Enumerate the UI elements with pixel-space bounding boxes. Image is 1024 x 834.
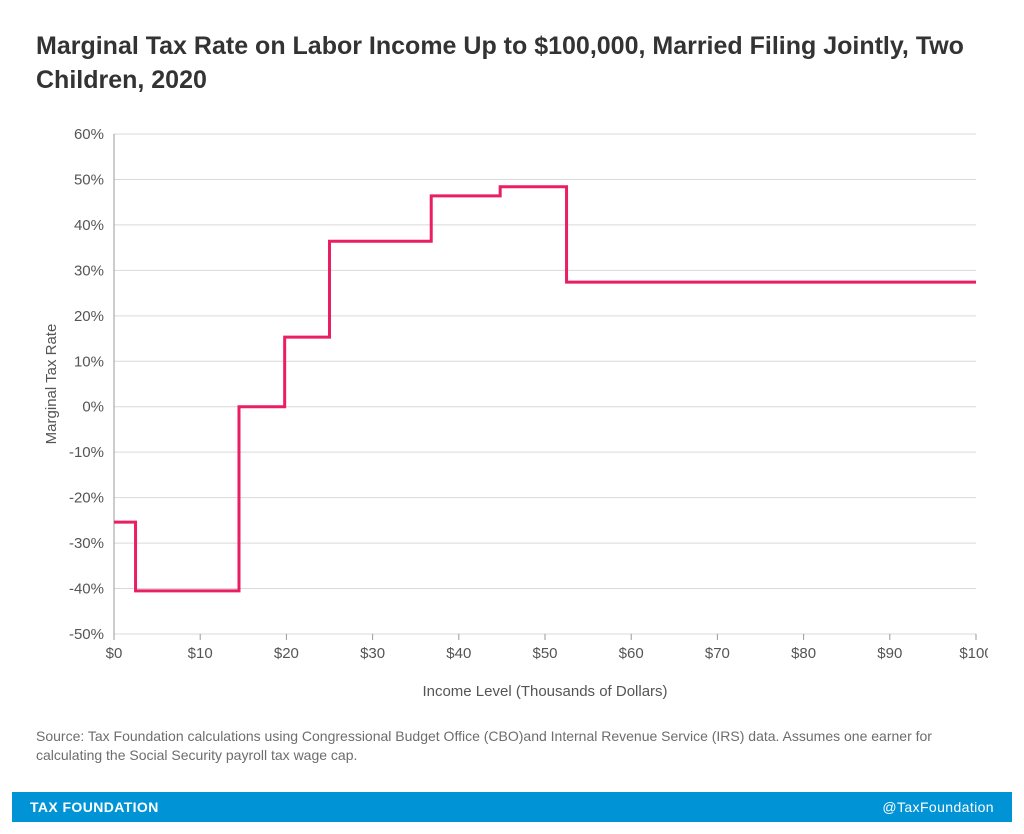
- y-tick-label: 0%: [82, 399, 104, 416]
- chart-svg: -50% -40% -30% -20% -10% 0% 10% 20% 30% 40% 50% 60%…: [36, 124, 988, 714]
- x-axis-label: Income Level (Thousands of Dollars): [422, 683, 667, 700]
- y-tick-label: 10%: [74, 353, 104, 370]
- y-tick-label: 50%: [74, 171, 104, 188]
- y-tick-label: 60%: [74, 126, 104, 143]
- y-tick-label: -10%: [69, 444, 104, 461]
- y-tick-label: -30%: [69, 535, 104, 552]
- chart-area: -50% -40% -30% -20% -10% 0% 10% 20% 30% 40% 50% 60%…: [36, 124, 988, 714]
- x-tick-label: $100: [959, 645, 988, 662]
- x-tick-label: $10: [188, 645, 213, 662]
- x-tick-label: $70: [705, 645, 730, 662]
- y-tick-label: 20%: [74, 308, 104, 325]
- y-tick-label: 30%: [74, 262, 104, 279]
- chart-card: Marginal Tax Rate on Labor Income Up to …: [12, 12, 1012, 822]
- x-tick-label: $60: [619, 645, 644, 662]
- source-text: Source: Tax Foundation calculations usin…: [36, 727, 988, 766]
- x-tick-label: $40: [446, 645, 471, 662]
- footer-brand: TAX FOUNDATION: [30, 799, 159, 815]
- x-tick-label: $80: [791, 645, 816, 662]
- x-tick-label: $0: [106, 645, 123, 662]
- y-tick-label: -50%: [69, 626, 104, 643]
- y-tick-label: -40%: [69, 581, 104, 598]
- x-tick-label: $90: [877, 645, 902, 662]
- x-tick-label: $30: [360, 645, 385, 662]
- footer-bar: TAX FOUNDATION @TaxFoundation: [12, 792, 1012, 822]
- y-axis-label: Marginal Tax Rate: [43, 324, 60, 445]
- footer-handle: @TaxFoundation: [882, 799, 994, 815]
- y-tick-label: -20%: [69, 490, 104, 507]
- x-tick-label: $50: [532, 645, 557, 662]
- y-tick-label: 40%: [74, 217, 104, 234]
- plot-bg: [36, 124, 988, 714]
- page: Marginal Tax Rate on Labor Income Up to …: [0, 0, 1024, 834]
- chart-title: Marginal Tax Rate on Labor Income Up to …: [12, 12, 1012, 104]
- x-tick-label: $20: [274, 645, 299, 662]
